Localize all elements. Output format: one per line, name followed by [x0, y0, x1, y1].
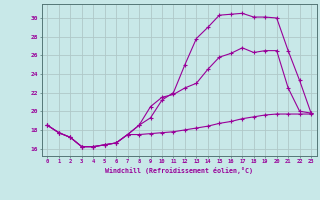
X-axis label: Windchill (Refroidissement éolien,°C): Windchill (Refroidissement éolien,°C) [105, 167, 253, 174]
